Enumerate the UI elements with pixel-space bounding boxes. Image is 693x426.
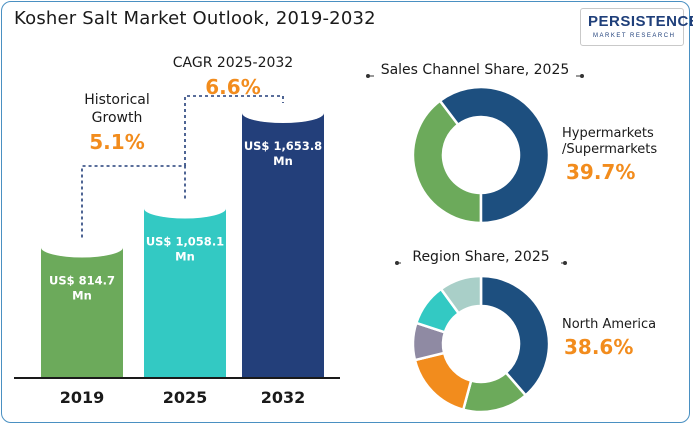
x-tick-label: 2032 bbox=[261, 388, 306, 407]
region-slice-5 bbox=[439, 274, 483, 316]
bar-cap-2032 bbox=[242, 103, 324, 123]
region-chart-title: Region Share, 2025 bbox=[412, 249, 549, 265]
sales-slice-0 bbox=[411, 98, 483, 225]
bar-value-label: US$ 814.7 Mn bbox=[49, 273, 115, 302]
sales-slice-1 bbox=[438, 85, 551, 225]
logo-tagline: MARKET RESEARCH bbox=[593, 33, 676, 39]
bar-2019 bbox=[41, 247, 123, 378]
bar-value-label: US$ 1,058.1 Mn bbox=[146, 234, 224, 263]
bar-value-label: US$ 1,653.8 Mn bbox=[244, 139, 322, 168]
sales-callout-value: 39.7% bbox=[566, 160, 635, 184]
cagr-value: 6.6% bbox=[205, 75, 260, 99]
region-rule-dot-left bbox=[395, 261, 399, 265]
historical-connector bbox=[81, 165, 186, 238]
sales-rule-dot-right bbox=[580, 74, 584, 78]
region-slice-0 bbox=[479, 274, 551, 398]
sales-callout-label: Hypermarkets/Supermarkets bbox=[562, 126, 657, 157]
region-title-backdrop bbox=[401, 245, 561, 267]
region-callout-value: 38.6% bbox=[564, 335, 633, 359]
cagr-label: CAGR 2025-2032 bbox=[173, 55, 293, 71]
bar-cap-2019 bbox=[41, 237, 123, 258]
bar-2025 bbox=[144, 208, 226, 378]
page-title: Kosher Salt Market Outlook, 2019-2032 bbox=[14, 8, 376, 29]
historical-growth-label: Historical Growth bbox=[84, 92, 150, 126]
region-callout-label: North America bbox=[562, 317, 656, 332]
x-tick-label: 2019 bbox=[60, 388, 105, 407]
sales-chart-title: Sales Channel Share, 2025 bbox=[381, 62, 570, 78]
region-rule-dot-right bbox=[563, 261, 567, 265]
sales-rule-dot-left bbox=[366, 74, 370, 78]
region-slice-2 bbox=[413, 351, 473, 412]
bar-cap-2025 bbox=[144, 198, 226, 219]
sales-title-backdrop bbox=[374, 58, 576, 80]
logo-wordmark: PERSISTENCE bbox=[588, 13, 693, 30]
bar-2032 bbox=[242, 113, 324, 378]
company-logo: PERSISTENCE MARKET RESEARCH bbox=[580, 8, 693, 46]
historical-growth-value: 5.1% bbox=[89, 130, 144, 154]
x-tick-label: 2025 bbox=[163, 388, 208, 407]
